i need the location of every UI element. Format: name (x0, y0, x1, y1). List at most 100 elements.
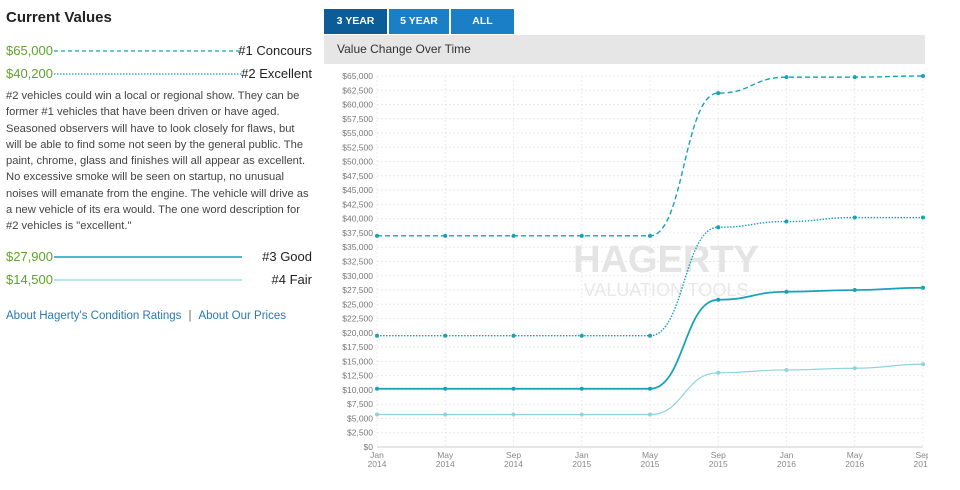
legend-line-thin (54, 279, 242, 281)
y-tick-label: $22,500 (342, 314, 373, 324)
y-tick-label: $12,500 (342, 371, 373, 381)
data-point[interactable] (511, 386, 516, 391)
data-point[interactable] (511, 412, 516, 417)
chart-series (375, 74, 925, 417)
data-point[interactable] (375, 333, 379, 338)
y-tick-label: $0 (364, 442, 374, 452)
data-point[interactable] (443, 386, 448, 391)
data-point[interactable] (579, 233, 584, 238)
condition-ratings-link[interactable]: About Hagerty's Condition Ratings (6, 309, 182, 322)
y-tick-label: $30,000 (342, 271, 373, 281)
data-point[interactable] (716, 91, 721, 96)
about-prices-link[interactable]: About Our Prices (198, 309, 287, 322)
data-point[interactable] (784, 75, 789, 80)
data-point[interactable] (784, 219, 789, 224)
y-tick-label: $42,500 (342, 199, 373, 209)
y-tick-label: $47,500 (342, 171, 373, 181)
data-point[interactable] (375, 386, 379, 391)
y-tick-label: $2,500 (347, 428, 373, 438)
data-point[interactable] (648, 386, 652, 391)
link-separator: | (188, 309, 192, 322)
y-tick-label: $32,500 (342, 257, 373, 267)
y-tick-label: $35,000 (342, 242, 373, 252)
data-point[interactable] (375, 233, 379, 238)
data-point[interactable] (852, 366, 857, 371)
series-line (377, 216, 923, 337)
data-point[interactable] (443, 333, 448, 338)
data-point[interactable] (579, 412, 584, 417)
data-point[interactable] (443, 233, 448, 238)
condition-price: $14,500 (6, 271, 53, 287)
period-tabs: 3 YEAR 5 YEAR ALL (324, 9, 516, 34)
data-point[interactable] (579, 386, 584, 391)
data-point[interactable] (716, 370, 721, 375)
series-line (377, 75, 924, 237)
y-axis-ticks: $0 $2,500 $5,000 $7,500 $10,000 $12,500 $15,00… (342, 71, 373, 452)
condition-row-excellent[interactable]: $40,200 #2 Excellent (6, 65, 312, 88)
data-point[interactable] (921, 362, 925, 367)
y-tick-label: $65,000 (342, 71, 373, 81)
condition-price: $40,200 (6, 66, 53, 81)
y-tick-label: $17,500 (342, 342, 373, 352)
data-point[interactable] (648, 412, 652, 417)
data-point[interactable] (579, 333, 584, 338)
x-axis-ticks: Jan 2014 May 2014 Sep 2014 Jan 2015 May 2015 Sep 20… (368, 450, 928, 469)
condition-row-good[interactable]: $27,900 #3 Good (6, 248, 312, 271)
data-point[interactable] (852, 288, 857, 293)
y-tick-label: $10,000 (342, 385, 373, 395)
data-point[interactable] (511, 333, 516, 338)
condition-row-concours[interactable]: $65,000 #1 Concours (6, 42, 312, 65)
chart-header: Value Change Over Time (324, 35, 925, 64)
y-tick-label: $62,500 (342, 85, 373, 95)
y-tick-label: $25,000 (342, 299, 373, 309)
legend-line-solid (54, 255, 242, 258)
data-point[interactable] (716, 225, 721, 230)
data-point[interactable] (784, 289, 789, 294)
condition-price: $27,900 (6, 248, 53, 264)
watermark-line2: VALUATION TOOLS (584, 280, 749, 300)
condition-price: $65,000 (6, 43, 53, 58)
data-point[interactable] (648, 233, 652, 238)
y-tick-label: $15,000 (342, 356, 373, 366)
data-point[interactable] (375, 412, 379, 417)
chart-title: Value Change Over Time (337, 42, 471, 56)
data-point[interactable] (443, 412, 448, 417)
tab-all[interactable]: ALL (451, 9, 514, 34)
x-tick-label: May 2015 (641, 450, 660, 469)
x-tick-label: Jan 2016 (777, 450, 796, 469)
chart-grid (376, 75, 924, 448)
info-links: About Hagerty's Condition Ratings | About … (6, 310, 312, 322)
x-tick-label: Jan 2014 (368, 450, 387, 469)
data-point[interactable] (921, 215, 925, 220)
legend-line-dashed (54, 50, 242, 52)
x-tick-label: Jan 2015 (572, 450, 591, 469)
condition-label: #4 Fair (271, 271, 312, 287)
data-point[interactable] (784, 367, 789, 372)
data-point[interactable] (852, 75, 857, 80)
y-tick-label: $52,500 (342, 142, 373, 152)
data-point[interactable] (648, 333, 652, 338)
legend-line-dotted (54, 73, 242, 75)
x-tick-label: May 2016 (845, 450, 864, 469)
tab-5-year[interactable]: 5 YEAR (389, 9, 449, 34)
tab-3-year[interactable]: 3 YEAR (324, 9, 387, 34)
data-point[interactable] (921, 285, 925, 290)
data-point[interactable] (852, 215, 857, 220)
condition-description: #2 vehicles could win a local or regiona… (6, 90, 309, 233)
current-values-panel: Current Values $65,000 #1 Concours $40,2… (6, 8, 312, 322)
condition-label: #3 Good (262, 248, 312, 264)
y-tick-label: $60,000 (342, 100, 373, 110)
data-point[interactable] (716, 297, 721, 302)
data-point[interactable] (511, 233, 516, 238)
hagerty-watermark: HAGERTY VALUATION TOOLS (573, 239, 759, 300)
y-tick-label: $7,500 (347, 399, 373, 409)
y-tick-label: $20,000 (342, 328, 373, 338)
x-tick-label: Sep 2015 (709, 450, 728, 469)
y-tick-label: $37,500 (342, 228, 373, 238)
x-tick-label: Sep2016 (914, 450, 928, 469)
y-tick-label: $50,000 (342, 157, 373, 167)
x-tick-label: May 2014 (436, 450, 455, 469)
condition-row-fair[interactable]: $14,500 #4 Fair (6, 271, 312, 294)
data-point[interactable] (921, 74, 925, 78)
y-tick-label: $5,000 (347, 413, 373, 423)
